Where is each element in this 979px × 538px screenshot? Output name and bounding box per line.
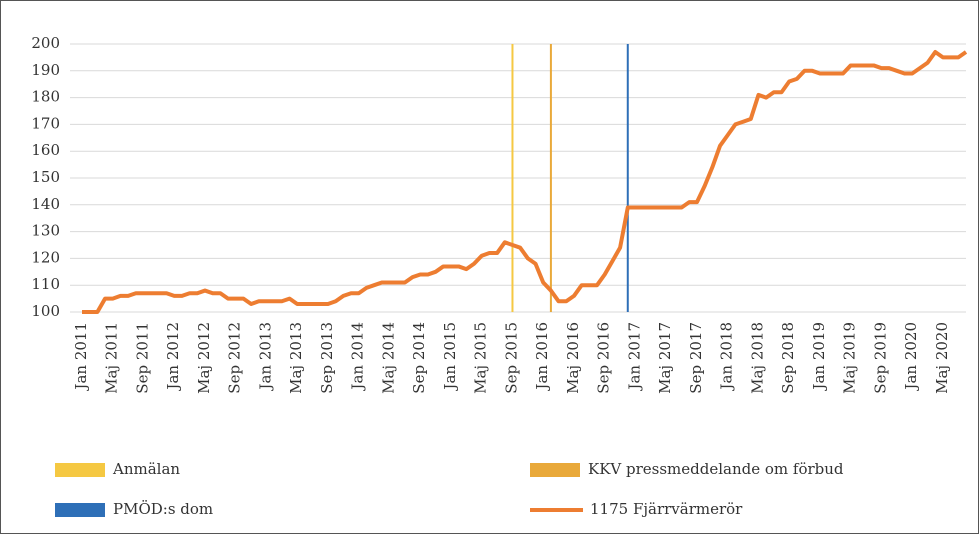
x-tick-label: Maj 2014 [379,322,397,394]
legend-label: Anmälan [112,460,180,478]
legend-swatch [55,463,105,477]
x-tick-label: Maj 2018 [748,322,766,394]
x-tick-label: Sep 2017 [687,322,705,394]
y-tick-label: 190 [31,61,60,79]
y-tick-label: 200 [31,34,60,52]
y-tick-label: 120 [31,248,60,266]
x-tick-label: Sep 2012 [226,322,244,394]
x-tick-label: Maj 2013 [287,322,305,394]
x-tick-label: Jan 2011 [72,322,90,392]
y-tick-label: 130 [31,222,60,240]
y-tick-label: 180 [31,88,60,106]
x-tick-label: Sep 2019 [871,322,889,394]
x-tick-label: Jan 2013 [256,322,274,392]
y-tick-label: 160 [31,141,60,159]
x-tick-label: Jan 2015 [441,322,459,392]
legend-swatch [530,463,580,477]
x-tick-label: Jan 2012 [164,322,182,392]
x-tick-label: Sep 2014 [410,322,428,394]
x-tick-label: Sep 2013 [318,322,336,394]
y-tick-label: 170 [31,114,60,132]
x-tick-label: Sep 2018 [779,322,797,394]
x-tick-label: Jan 2014 [349,322,367,392]
x-tick-label: Maj 2017 [656,322,674,394]
x-tick-label: Maj 2015 [472,322,490,394]
y-tick-label: 140 [31,195,60,213]
x-tick-label: Sep 2015 [502,322,520,394]
x-tick-label: Maj 2019 [841,322,859,394]
x-tick-label: Maj 2012 [195,322,213,394]
y-tick-label: 100 [31,302,60,320]
x-tick-label: Jan 2016 [533,322,551,392]
x-tick-label: Sep 2011 [133,322,151,394]
x-tick-label: Jan 2020 [902,322,920,392]
legend-label: KKV pressmeddelande om förbud [588,460,844,478]
y-tick-label: 150 [31,168,60,186]
x-tick-label: Jan 2018 [718,322,736,392]
x-tick-label: Jan 2019 [810,322,828,392]
y-tick-label: 110 [31,275,60,293]
legend-label: 1175 Fjärrvärmerör [590,500,743,518]
series-line [82,50,968,314]
x-tick-label: Maj 2020 [933,322,951,394]
legend-label: PMÖD:s dom [113,500,213,518]
x-tick-label: Maj 2016 [564,322,582,394]
x-tick-label: Jan 2017 [625,322,643,392]
x-tick-label: Sep 2016 [595,322,613,394]
legend-swatch [55,503,105,517]
x-tick-label: Maj 2011 [103,322,121,394]
